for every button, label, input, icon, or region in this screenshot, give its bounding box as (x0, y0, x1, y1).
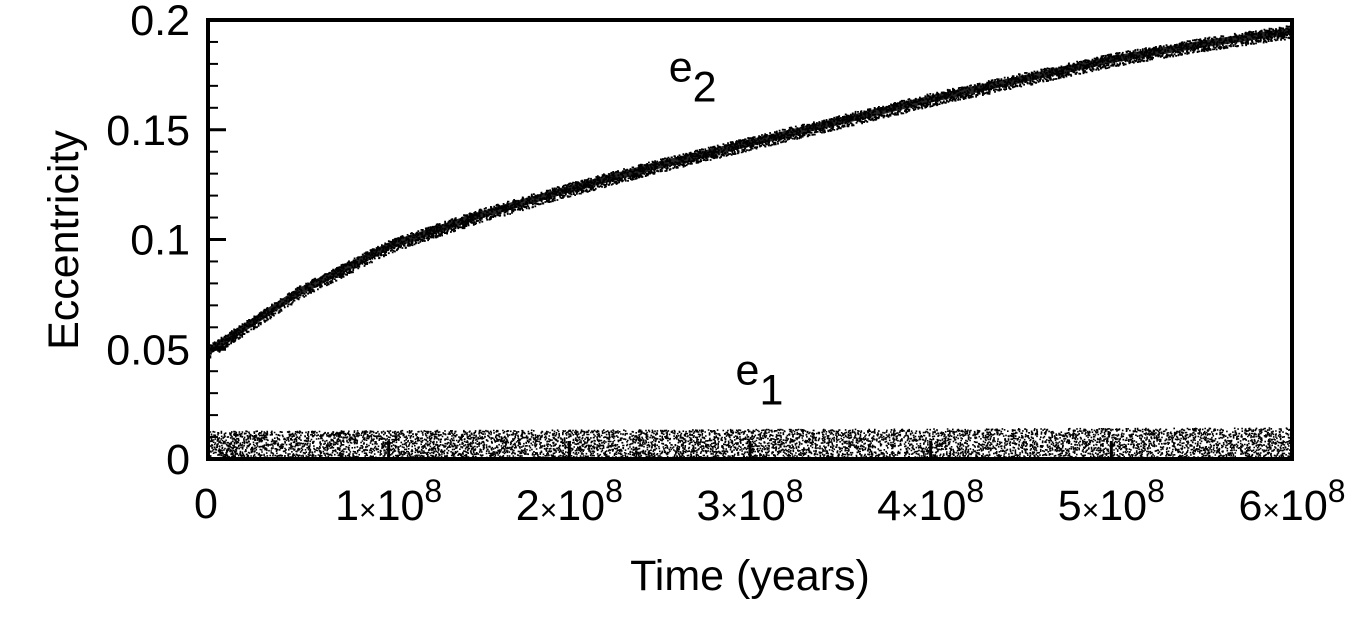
y-tick-label: 0.1 (130, 217, 190, 265)
x-tick-labels: 0 1×108 2×108 3×108 4×108 5×108 6×108 (194, 473, 1346, 530)
y-tick-labels: 0 0.05 0.1 0.15 0.2 (106, 0, 190, 484)
y-tick-label: 0.2 (130, 0, 190, 45)
y-tick-label: 0 (166, 436, 190, 484)
x-tick-label: 3×108 (696, 473, 803, 530)
y-axis-label: Eccentricity (40, 130, 88, 350)
series-label-e2: e2 (669, 43, 717, 111)
y-tick-label: 0.05 (106, 326, 190, 374)
x-tick-label: 2×108 (516, 473, 623, 530)
x-tick-label: 5×108 (1058, 473, 1165, 530)
y-tick-label: 0.15 (106, 107, 190, 155)
series-label-e1: e1 (736, 346, 784, 414)
plot-frame (206, 18, 1294, 461)
x-tick-label: 6×108 (1238, 473, 1345, 530)
x-axis-label: Time (years) (630, 552, 870, 600)
x-tick-label: 0 (194, 480, 218, 528)
series-e2-points (206, 24, 1294, 360)
x-tick-label: 4×108 (877, 473, 984, 530)
series-labels: e2 e1 (669, 43, 784, 414)
x-tick-label: 1×108 (335, 473, 442, 530)
